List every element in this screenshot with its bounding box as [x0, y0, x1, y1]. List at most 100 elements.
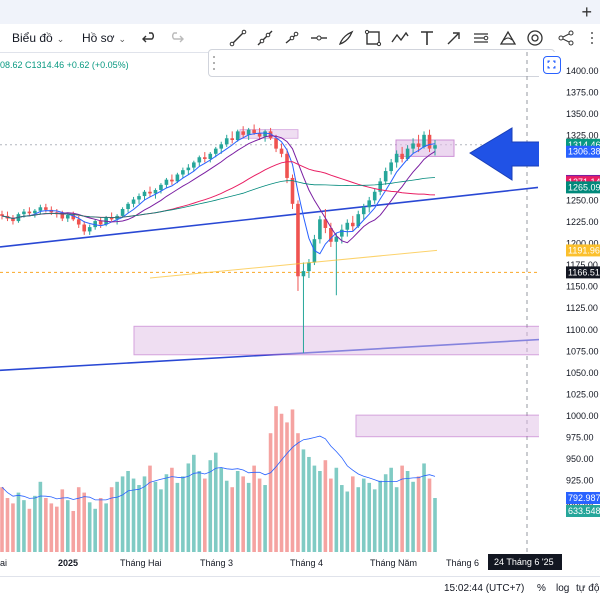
candle-body [213, 148, 218, 154]
candle-body [378, 181, 382, 192]
auto-scale-toggle[interactable]: tự độ [576, 583, 600, 594]
candle-body [279, 148, 284, 154]
candle-body [257, 133, 262, 137]
price-tick-label: 925.00 [566, 476, 594, 486]
volume-bar [0, 487, 4, 552]
candle-body [241, 131, 245, 135]
volume-bar [175, 482, 180, 552]
candle-body [22, 211, 26, 215]
ohlc-legend: 08.62 C1314.46 +0.62 (+0.05%) [0, 60, 129, 70]
price-badge-label: 1166.51 [568, 267, 600, 277]
candle-body [416, 143, 421, 147]
redo-icon[interactable] [166, 28, 186, 48]
candle-body [197, 157, 202, 163]
profile-menu-label: Hồ sơ [82, 31, 115, 45]
candle-body [356, 214, 361, 227]
chart-menu-button[interactable]: Biểu đồ ⌄ [12, 28, 64, 48]
chevron-down-icon: ⌄ [56, 34, 65, 44]
candle-body [400, 153, 404, 159]
undo-icon[interactable] [140, 28, 160, 48]
horizontal-line-icon[interactable] [309, 28, 329, 48]
volume-bar [252, 465, 256, 552]
price-tick-label: 1100.00 [566, 325, 598, 335]
candle-body [307, 262, 311, 272]
volume-bar [361, 478, 366, 552]
volume-bar [213, 452, 218, 552]
drag-handle-icon[interactable] [582, 28, 600, 48]
time-axis[interactable]: ai 2025 Tháng Hai Tháng 3 Tháng 4 Tháng Năm Th… [0, 552, 600, 576]
candle-body [159, 184, 163, 191]
volume-bar [257, 478, 262, 552]
volume-bar [120, 476, 125, 552]
candle-body [350, 222, 355, 227]
price-tick-label: 1200.00 [566, 239, 599, 249]
volume-bar [164, 474, 169, 552]
share-icon[interactable] [556, 28, 576, 48]
time-tick-label: Tháng Hai [120, 558, 162, 568]
pitchfork-icon[interactable] [282, 28, 302, 48]
price-badge [566, 145, 600, 158]
candle-body [411, 143, 415, 149]
volume-bar [296, 433, 300, 552]
browser-tab-strip: + [0, 0, 600, 25]
drag-handle-icon[interactable] [212, 54, 216, 72]
ray-icon[interactable] [255, 28, 275, 48]
projection-icon[interactable] [498, 28, 518, 48]
trend-line-icon[interactable] [228, 28, 248, 48]
candle-body [175, 174, 180, 182]
candle-body [11, 218, 15, 222]
text-icon[interactable] [417, 28, 437, 48]
new-tab-plus-icon[interactable]: + [581, 2, 592, 22]
log-scale-toggle[interactable]: log [556, 583, 570, 594]
measure-icon[interactable] [525, 28, 545, 48]
price-axis[interactable]: 1400.001375.001350.001325.001275.001250.… [539, 52, 600, 576]
volume-bar [307, 456, 311, 552]
legend-change: +0.62 (+0.05%) [66, 60, 129, 70]
candle-body [230, 138, 235, 140]
chart-menu-label: Biểu đồ [12, 31, 53, 45]
volume-bar [318, 471, 322, 552]
crosshair-date-label: 24 Tháng 6 '25 [494, 557, 554, 567]
volume-bar [422, 463, 426, 552]
volume-bar [71, 510, 76, 552]
price-badge [566, 492, 600, 504]
volume-bar [279, 413, 284, 552]
profile-menu-button[interactable]: Hồ sơ ⌄ [82, 28, 126, 48]
expand-icon [547, 60, 556, 69]
volume-bar [285, 422, 289, 552]
volume-bar [208, 460, 213, 552]
candle-body [27, 211, 32, 214]
chevron-down-icon: ⌄ [118, 34, 127, 44]
rectangle-icon[interactable] [363, 28, 383, 48]
price-chart[interactable]: 1400.001375.001350.001325.001275.001250.… [0, 52, 600, 600]
candle-body [120, 209, 125, 216]
candle-body [433, 145, 437, 149]
volume-ma-line [1, 435, 436, 501]
arrow-marker-icon[interactable] [444, 28, 464, 48]
brush-icon[interactable] [336, 28, 356, 48]
legend-price: C1314.46 [25, 60, 65, 70]
price-tick-label: 1075.00 [566, 346, 599, 356]
volume-bar [405, 471, 410, 552]
volume-bar [76, 487, 81, 552]
candle-body [246, 129, 251, 135]
volume-bar [411, 481, 415, 552]
volume-bar [334, 467, 339, 552]
long-position-icon[interactable] [471, 28, 491, 48]
candle-body [153, 190, 158, 194]
path-icon[interactable] [390, 28, 410, 48]
candle-body [98, 221, 103, 225]
price-tick-label: 1125.00 [566, 303, 598, 313]
volume-bar [55, 506, 59, 552]
percent-scale-toggle[interactable]: % [537, 583, 546, 594]
time-tick-label: Tháng 6 [446, 558, 479, 568]
candle-body [93, 221, 97, 228]
price-tick-label: 950.00 [566, 454, 594, 464]
volume-bar [109, 487, 114, 552]
volume-bar [329, 478, 333, 552]
volume-bar [126, 471, 130, 552]
candle-body [290, 177, 295, 204]
auto-scale-button[interactable] [543, 56, 561, 74]
price-tick-label: 1325.00 [566, 131, 599, 141]
volume-bar [181, 476, 185, 552]
